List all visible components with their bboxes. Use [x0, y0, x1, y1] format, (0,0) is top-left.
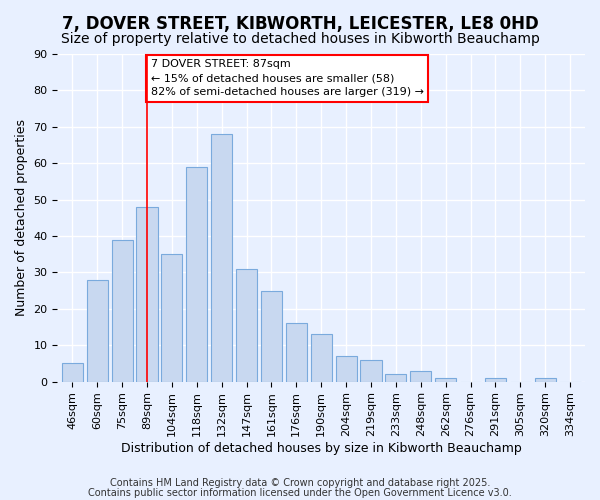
Bar [211, 134, 232, 382]
Bar [186, 167, 208, 382]
Bar [435, 378, 456, 382]
Bar [112, 240, 133, 382]
Bar [236, 269, 257, 382]
Bar [361, 360, 382, 382]
Bar [535, 378, 556, 382]
Bar [311, 334, 332, 382]
Text: Contains HM Land Registry data © Crown copyright and database right 2025.: Contains HM Land Registry data © Crown c… [110, 478, 490, 488]
Bar [161, 254, 182, 382]
Bar [136, 207, 158, 382]
Bar [261, 290, 282, 382]
Bar [410, 370, 431, 382]
Text: 7 DOVER STREET: 87sqm
← 15% of detached houses are smaller (58)
82% of semi-deta: 7 DOVER STREET: 87sqm ← 15% of detached … [151, 60, 424, 98]
Bar [485, 378, 506, 382]
X-axis label: Distribution of detached houses by size in Kibworth Beauchamp: Distribution of detached houses by size … [121, 442, 521, 455]
Bar [62, 364, 83, 382]
Bar [385, 374, 406, 382]
Bar [86, 280, 108, 382]
Y-axis label: Number of detached properties: Number of detached properties [15, 120, 28, 316]
Text: 7, DOVER STREET, KIBWORTH, LEICESTER, LE8 0HD: 7, DOVER STREET, KIBWORTH, LEICESTER, LE… [62, 15, 538, 33]
Bar [335, 356, 356, 382]
Text: Contains public sector information licensed under the Open Government Licence v3: Contains public sector information licen… [88, 488, 512, 498]
Bar [286, 324, 307, 382]
Text: Size of property relative to detached houses in Kibworth Beauchamp: Size of property relative to detached ho… [61, 32, 539, 46]
